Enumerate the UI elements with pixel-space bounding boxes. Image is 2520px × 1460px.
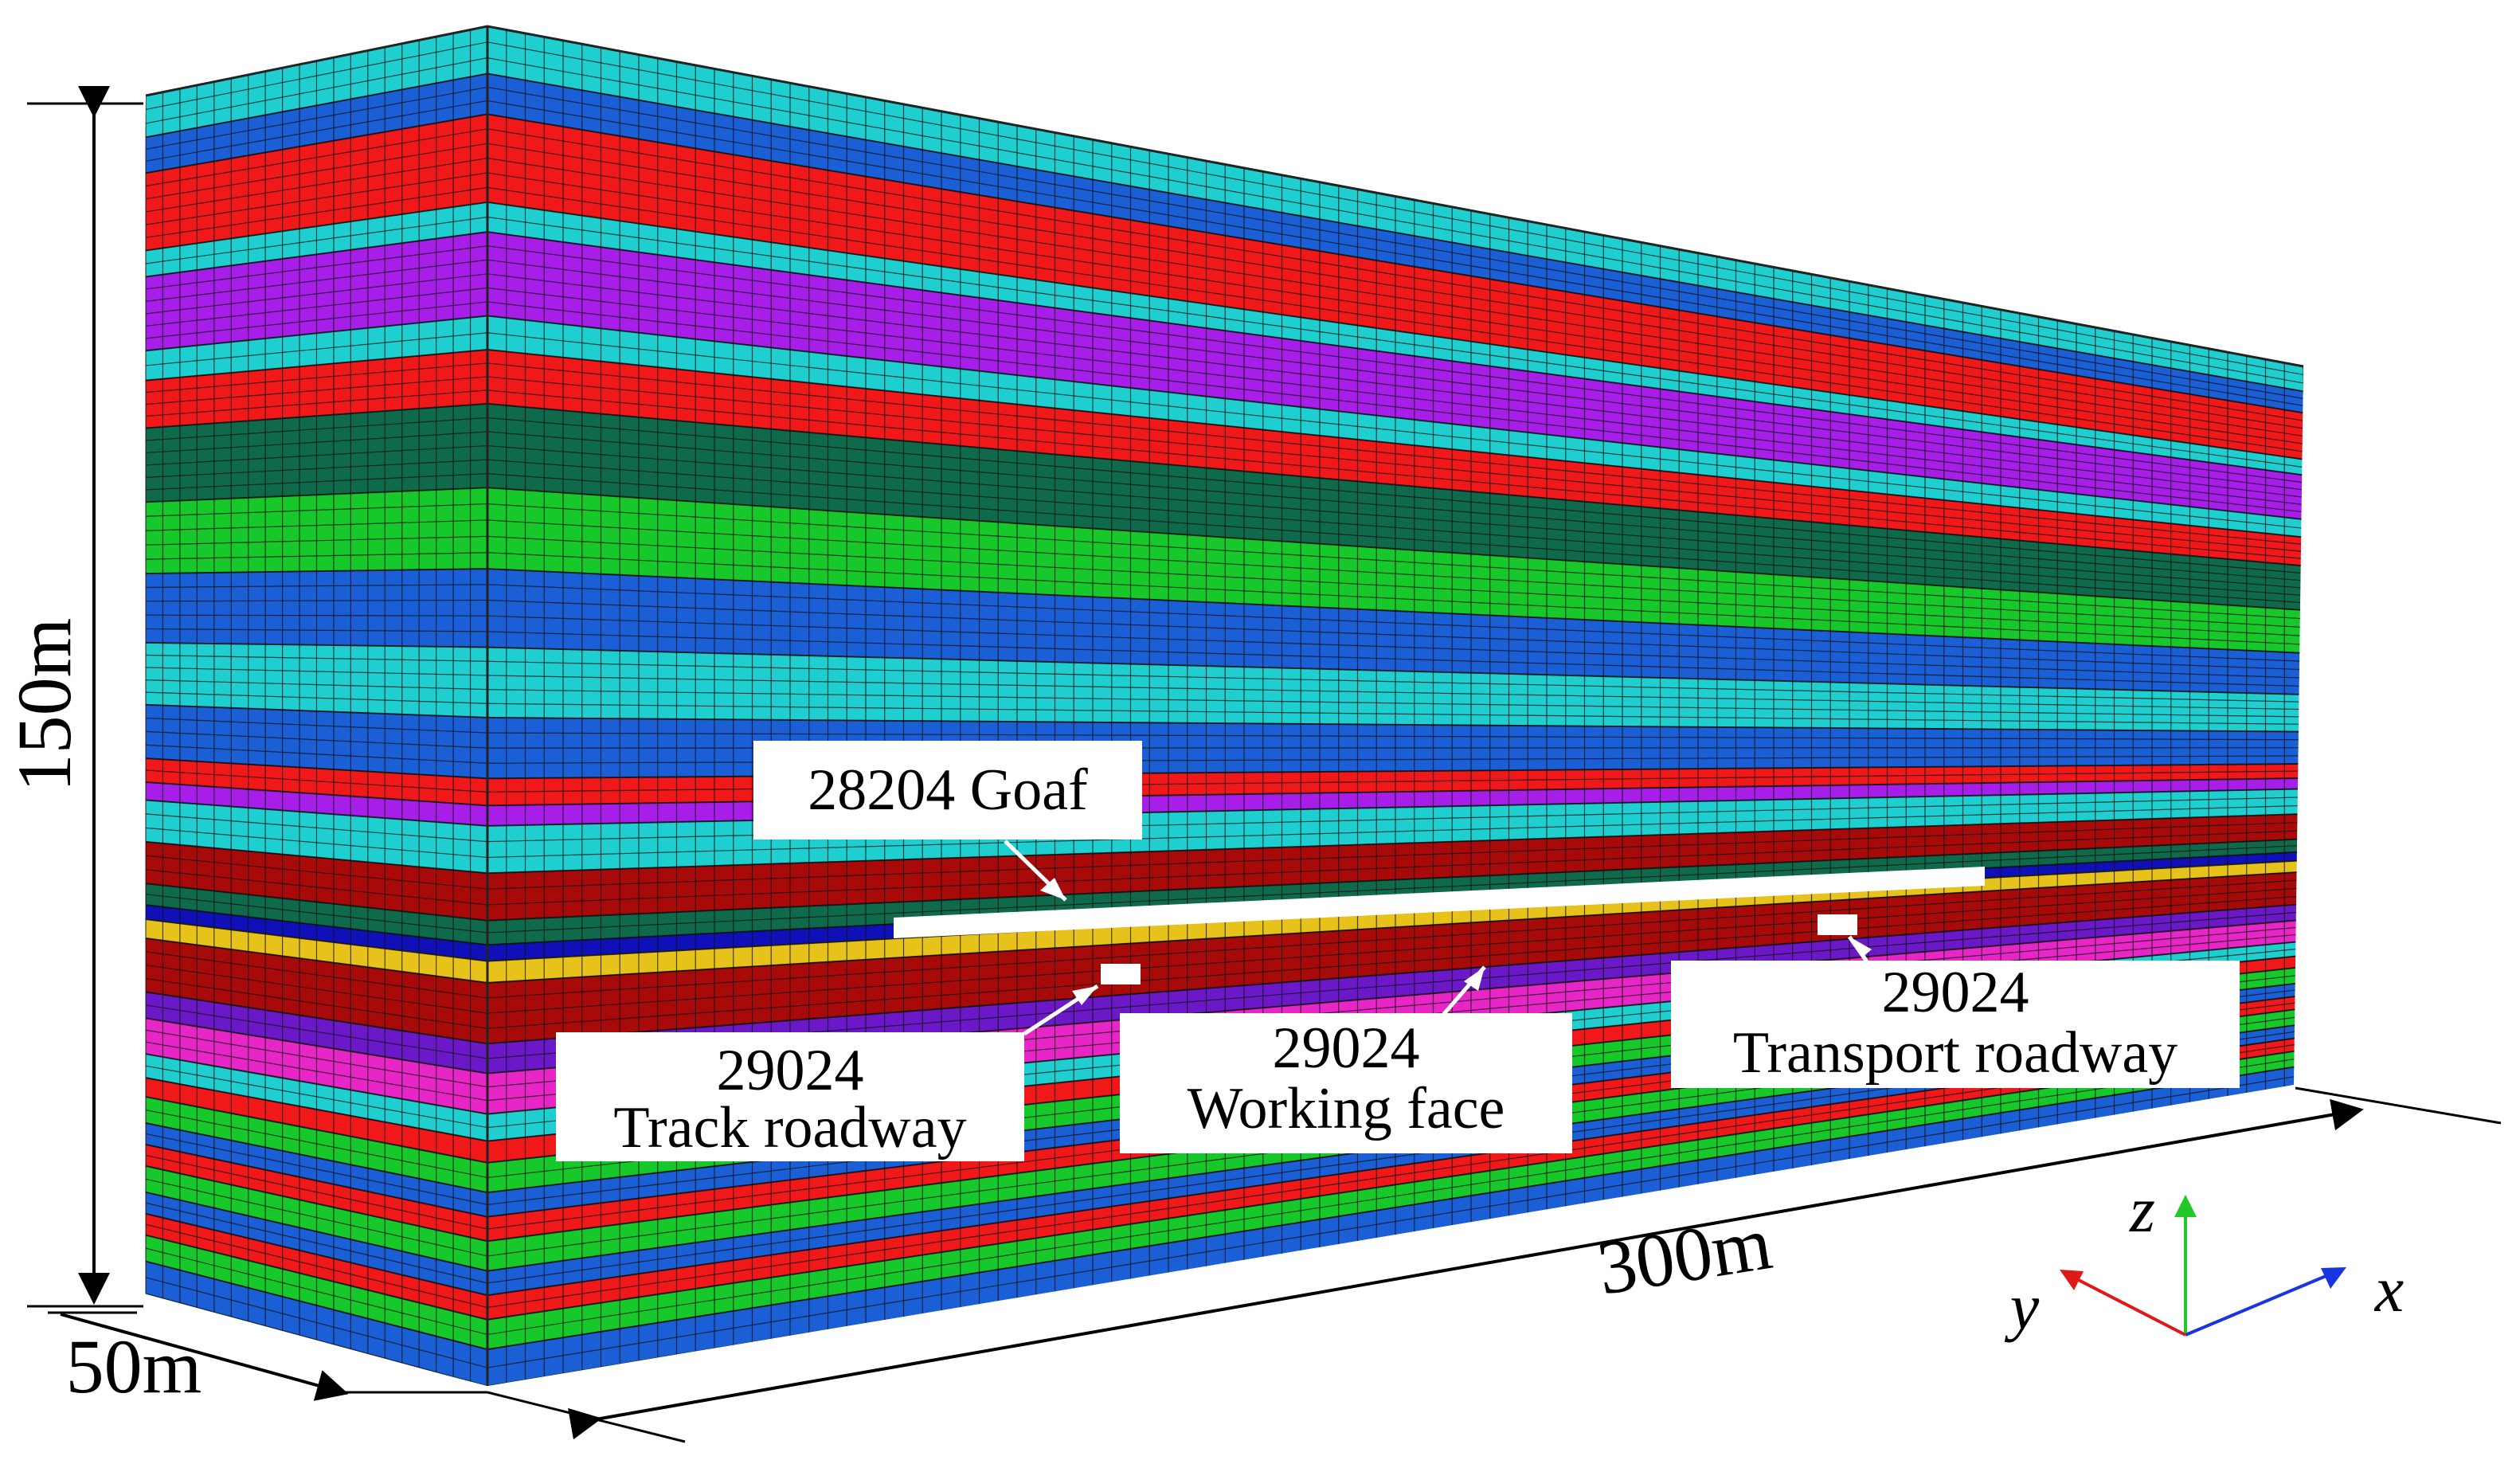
x-axis-arrow	[2321, 1267, 2346, 1289]
width-dimension: 50m	[48, 1311, 487, 1409]
goaf-label-box: 28204 Goaf	[753, 741, 1142, 840]
model-left-face	[145, 26, 487, 1386]
track-roadway-marker	[1101, 964, 1141, 984]
z-axis-label: z	[2129, 1173, 2155, 1246]
length-label: 300m	[1592, 1200, 1778, 1311]
transport-roadway-marker	[1818, 914, 1857, 935]
z-axis-arrow	[2174, 1195, 2197, 1217]
model-front-face	[487, 26, 2303, 1386]
x-axis-line	[2185, 1271, 2334, 1337]
x-axis-label: x	[2374, 1253, 2404, 1325]
working-label-line2: Working face	[1188, 1076, 1505, 1141]
track-label-line1: 29024	[717, 1038, 864, 1103]
y-axis-label: y	[2005, 1270, 2040, 1343]
working-face-box: 29024 Working face	[1120, 1013, 1572, 1153]
leader-lines	[1004, 840, 1872, 1036]
transport-roadway-box: 29024 Transport roadway	[1671, 960, 2240, 1088]
track-label-line2: Track roadway	[613, 1095, 966, 1161]
y-axis-line	[2070, 1274, 2186, 1337]
coordinate-axes: z x y	[2005, 1173, 2404, 1343]
goaf-bar	[894, 867, 1985, 938]
transport-label-line1: 29024	[1882, 960, 2029, 1025]
track-roadway-box: 29024 Track roadway	[556, 1032, 1024, 1161]
y-axis-arrow	[2060, 1270, 2084, 1290]
working-label-line1: 29024	[1273, 1016, 1420, 1081]
left-face-mesh	[145, 26, 487, 1386]
transport-label-line2: Transport roadway	[1733, 1020, 2178, 1086]
width-label: 50m	[66, 1324, 202, 1409]
height-dimension: 150m	[2, 86, 143, 1308]
height-label: 150m	[2, 618, 87, 793]
goaf-label: 28204 Goaf	[808, 757, 1088, 823]
